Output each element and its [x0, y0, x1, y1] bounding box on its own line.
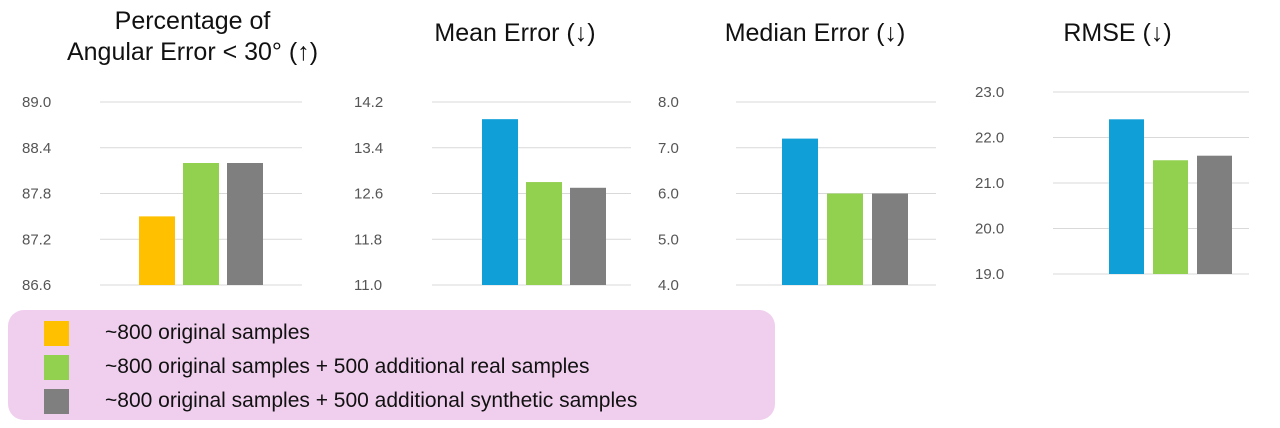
chart-plot: 8.0 7.0 6.0 5.0 4.0	[658, 94, 936, 294]
bar-synthetic	[570, 187, 606, 285]
bar-real	[526, 182, 562, 285]
chart-plot: 14.2 13.4 12.6 11.8 11.0	[354, 94, 631, 294]
legend-label: ~800 original samples + 500 additional s…	[105, 389, 638, 412]
legend-item-synthetic: ~800 original samples + 500 additional s…	[44, 388, 637, 414]
y-tick-label: 11.0	[354, 277, 382, 294]
y-tick-label: 89.0	[22, 94, 51, 111]
bar-original	[139, 216, 175, 285]
chart-panel-mean-error: Mean Error (↓) 14.2 13.4 12.6 11.8 11.0	[354, 0, 665, 300]
y-tick-label: 19.0	[975, 266, 1004, 283]
bar-synthetic	[227, 163, 263, 285]
legend-label: ~800 original samples + 500 additional r…	[105, 355, 590, 378]
bar-original	[1109, 119, 1144, 274]
y-tick-label: 6.0	[658, 186, 679, 203]
bar-real	[1153, 160, 1188, 274]
y-tick-label: 20.0	[975, 221, 1004, 238]
y-tick-label: 13.4	[354, 140, 383, 157]
y-tick-label: 8.0	[658, 94, 679, 111]
chart-title: Percentage of Angular Error < 30° (↑)	[66, 7, 319, 66]
legend-swatch	[44, 388, 69, 414]
chart-plot: 89.0 88.4 87.8 87.2 86.6	[22, 94, 302, 294]
y-tick-label: 21.0	[975, 175, 1004, 192]
bar-synthetic	[1197, 155, 1232, 274]
y-tick-label: 5.0	[658, 231, 679, 248]
y-tick-label: 86.6	[22, 277, 51, 294]
y-tick-label: 4.0	[658, 277, 679, 294]
chart-panel-median-error: Median Error (↓) 8.0 7.0 6.0 5.0 4.0	[658, 0, 965, 300]
legend-item-real: ~800 original samples + 500 additional r…	[44, 354, 589, 380]
legend-swatch	[44, 320, 69, 346]
y-tick-label: 12.6	[354, 186, 383, 203]
legend-item-original: ~800 original samples	[44, 320, 310, 346]
legend-swatch	[44, 354, 69, 380]
y-tick-label: 87.2	[22, 231, 51, 248]
bar-real	[183, 163, 219, 285]
y-tick-label: 88.4	[22, 140, 51, 157]
bar-synthetic	[872, 193, 908, 285]
chart-plot: 23.0 22.0 21.0 20.0 19.0	[975, 84, 1249, 283]
chart-title: RMSE (↓)	[1063, 19, 1172, 47]
chart-panel-rmse: RMSE (↓) 23.0 22.0 21.0 20.0 19.0	[965, 0, 1270, 300]
y-tick-label: 14.2	[354, 94, 383, 111]
bar-real	[827, 193, 863, 285]
chart-title: Mean Error (↓)	[434, 19, 596, 47]
legend-label: ~800 original samples	[105, 321, 310, 344]
y-tick-label: 7.0	[658, 140, 679, 157]
y-tick-label: 87.8	[22, 186, 51, 203]
y-tick-label: 23.0	[975, 84, 1004, 101]
chart-panel-angular-accuracy: Percentage of Angular Error < 30° (↑) 89…	[20, 0, 365, 300]
chart-title: Median Error (↓)	[724, 19, 906, 47]
y-tick-label: 22.0	[975, 130, 1004, 147]
legend: ~800 original samples ~800 original samp…	[8, 310, 775, 420]
y-tick-label: 11.8	[354, 231, 382, 248]
bar-original	[782, 138, 818, 285]
bar-original	[482, 119, 518, 285]
